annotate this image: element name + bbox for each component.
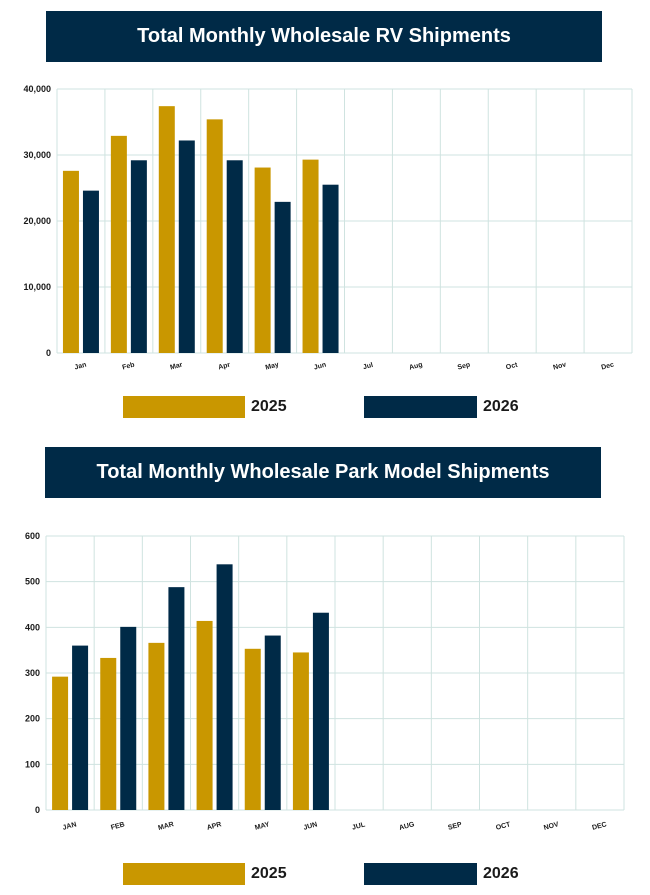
y-tick-label: 10,000 bbox=[23, 282, 51, 292]
rv-legend-2026: 2026 bbox=[364, 396, 519, 418]
bar-2026-feb bbox=[130, 160, 147, 353]
bar-2025-may bbox=[244, 648, 261, 810]
bar-2026-apr bbox=[226, 160, 243, 353]
bar-2026-may bbox=[274, 201, 291, 353]
bar-2025-feb bbox=[110, 135, 127, 353]
x-tick-label: Oct bbox=[505, 361, 519, 371]
x-tick-label: Dec bbox=[601, 361, 615, 371]
x-tick-label: NOV bbox=[543, 821, 560, 832]
bar-2026-apr bbox=[216, 564, 233, 810]
bar-2026-jan bbox=[72, 645, 89, 810]
bar-2026-jun bbox=[312, 612, 329, 810]
legend-label-2026: 2026 bbox=[483, 865, 519, 882]
legend-label-2025: 2025 bbox=[251, 865, 287, 882]
grid bbox=[45, 535, 625, 811]
bar-2026-jun bbox=[322, 184, 339, 353]
legend-swatch-2025 bbox=[123, 396, 245, 418]
x-tick-label: OCT bbox=[495, 821, 512, 832]
y-tick-label: 30,000 bbox=[23, 150, 51, 160]
x-tick-label: DEC bbox=[591, 821, 607, 832]
x-tick-label: Feb bbox=[122, 362, 136, 372]
y-tick-label: 0 bbox=[46, 348, 51, 358]
legend-swatch-2025 bbox=[123, 863, 245, 885]
y-tick-label: 300 bbox=[25, 668, 40, 678]
x-tick-label: JAN bbox=[62, 821, 77, 831]
bar-2025-jun bbox=[292, 652, 309, 810]
x-tick-label: SEP bbox=[447, 821, 463, 831]
legend-swatch-2026 bbox=[364, 863, 477, 885]
x-tick-label: JUN bbox=[303, 821, 318, 831]
x-tick-label: Mar bbox=[169, 361, 183, 371]
x-tick-label: APR bbox=[206, 821, 222, 832]
rv-chart-title: Total Monthly Wholesale RV Shipments bbox=[46, 11, 602, 62]
x-tick-label: May bbox=[265, 361, 280, 371]
x-tick-label: Jan bbox=[74, 362, 87, 372]
y-tick-label: 0 bbox=[35, 805, 40, 815]
x-tick-label: MAY bbox=[254, 821, 271, 832]
legend-label-2025: 2025 bbox=[251, 398, 287, 415]
legend-swatch-2026 bbox=[364, 396, 477, 418]
x-tick-label: FEB bbox=[110, 821, 125, 831]
y-tick-label: 100 bbox=[25, 759, 40, 769]
x-tick-label: Sep bbox=[457, 362, 471, 372]
bar-2025-apr bbox=[206, 119, 223, 353]
x-tick-label: JUL bbox=[351, 821, 366, 831]
y-tick-label: 600 bbox=[25, 531, 40, 541]
bar-2026-mar bbox=[178, 140, 195, 353]
x-tick-label: Apr bbox=[218, 362, 232, 372]
rv-legend-2025: 2025 bbox=[123, 396, 287, 418]
bar-2025-mar bbox=[158, 106, 175, 353]
bar-2025-jan bbox=[62, 170, 79, 353]
bar-2025-jun bbox=[302, 159, 319, 353]
bar-2025-feb bbox=[100, 657, 117, 810]
legend-label-2026: 2026 bbox=[483, 398, 519, 415]
bar-2026-jan bbox=[82, 190, 99, 353]
x-tick-label: Nov bbox=[552, 361, 567, 371]
y-tick-label: 200 bbox=[25, 714, 40, 724]
y-tick-label: 500 bbox=[25, 577, 40, 587]
y-tick-label: 20,000 bbox=[23, 216, 51, 226]
bar-2026-mar bbox=[168, 587, 185, 810]
rv-shipments-chart: 0 10,000 20,000 30,000 40,000 Jan Feb Mar Apr May… bbox=[23, 84, 633, 372]
x-tick-label: AUG bbox=[398, 821, 415, 832]
y-tick-label: 400 bbox=[25, 622, 40, 632]
bar-2025-mar bbox=[148, 642, 165, 810]
y-tick-label: 40,000 bbox=[23, 84, 51, 94]
park-model-chart-title: Total Monthly Wholesale Park Model Shipm… bbox=[45, 447, 601, 498]
x-tick-label: Jun bbox=[313, 362, 327, 372]
grid bbox=[56, 88, 633, 354]
x-tick-label: Jul bbox=[362, 362, 374, 371]
park-legend-2026: 2026 bbox=[364, 863, 519, 885]
park-legend-2025: 2025 bbox=[123, 863, 287, 885]
x-tick-label: MAR bbox=[157, 821, 174, 832]
bar-2025-may bbox=[254, 167, 271, 353]
bar-2026-may bbox=[264, 635, 281, 810]
bar-2025-jan bbox=[52, 676, 69, 810]
x-tick-label: Aug bbox=[409, 361, 424, 371]
bar-2026-feb bbox=[120, 626, 137, 810]
bar-2025-apr bbox=[196, 620, 213, 810]
